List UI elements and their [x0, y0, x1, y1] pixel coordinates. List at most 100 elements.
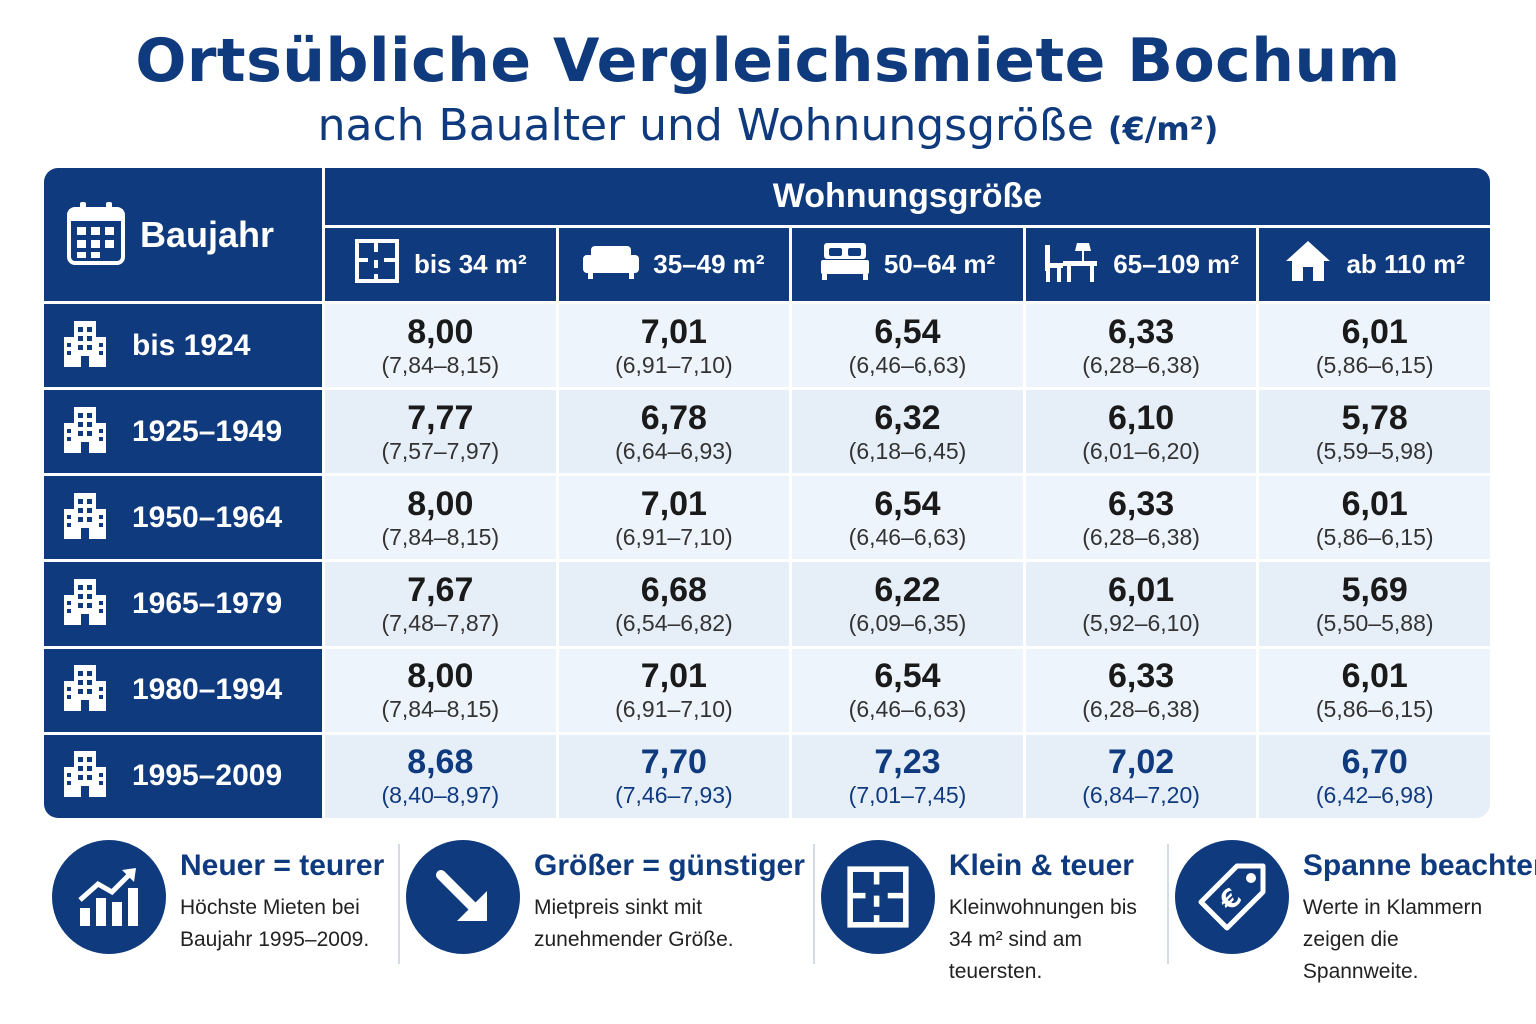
tip-body: Werte in Klammern zeigen die Spannweite.	[1302, 896, 1483, 983]
euro-tag-icon: €	[1174, 840, 1289, 954]
cell-range: (5,92–6,10)	[1082, 610, 1200, 637]
cell-range: (6,18–6,45)	[848, 437, 967, 464]
cell-range: (6,28–6,38)	[1082, 351, 1200, 378]
column-header: 65–109 m²	[1025, 228, 1257, 301]
table-cell: 7,70 (7,46–7,93)	[558, 734, 790, 818]
cell-range: (8,40–8,97)	[381, 782, 500, 809]
table-cell: 7,01 (6,91–7,10)	[558, 648, 790, 732]
column-header: ab 110 m²	[1259, 228, 1490, 301]
cell-value: 6,33	[1108, 484, 1175, 523]
row-header: 1995–2009	[44, 734, 322, 818]
growth-chart-icon	[52, 840, 166, 954]
column-header-label: bis 34 m²	[413, 249, 527, 279]
table-cell: 6,01 (5,86–6,15)	[1259, 648, 1490, 732]
cell-value: 5,69	[1341, 571, 1408, 610]
table-cell: 8,00 (7,84–8,15)	[325, 304, 556, 388]
corner-label: Baujahr	[140, 213, 275, 255]
table-cell: 7,23 (7,01–7,45)	[792, 734, 1023, 818]
cell-range: (6,91–7,10)	[615, 696, 733, 723]
building-icon	[62, 405, 108, 459]
cell-range: (5,86–6,15)	[1315, 696, 1434, 723]
bed-icon	[820, 241, 870, 288]
group-header: Wohnungsgröße	[325, 168, 1490, 225]
cell-value: 6,01	[1341, 312, 1408, 351]
table-cell: 6,10 (6,01–6,20)	[1025, 390, 1257, 474]
cell-range: (7,84–8,15)	[381, 696, 500, 723]
cell-value: 6,01	[1108, 571, 1175, 610]
cell-value: 6,10	[1108, 398, 1175, 437]
column-header: 35–49 m²	[558, 228, 790, 301]
floorplan-icon	[354, 238, 400, 291]
cell-value: 6,01	[1341, 484, 1408, 523]
table-cell: 6,33 (6,28–6,38)	[1025, 476, 1257, 560]
row-header-label: 1995–2009	[132, 759, 283, 793]
cell-range: (6,46–6,63)	[848, 351, 967, 378]
cell-range: (6,01–6,20)	[1082, 437, 1200, 464]
cell-range: (5,86–6,15)	[1315, 523, 1434, 550]
cell-value: 8,68	[407, 743, 474, 782]
cell-value: 7,23	[874, 743, 941, 782]
row-header-label: 1925–1949	[132, 414, 283, 448]
tip-item: Neuer = teurer Höchste Mieten bei Baujahr…	[44, 840, 398, 970]
tip-title: Spanne beachten	[1302, 849, 1536, 882]
cell-value: 6,32	[874, 398, 941, 437]
cell-value: 6,01	[1341, 657, 1408, 696]
cell-range: (7,84–8,15)	[381, 351, 500, 378]
row-header-label: 1980–1994	[132, 673, 283, 707]
tip-title: Klein & teuer	[948, 849, 1134, 882]
calendar-icon	[66, 200, 126, 270]
table-cell: 6,54 (6,46–6,63)	[792, 476, 1023, 560]
table-cell: 6,01 (5,92–6,10)	[1025, 562, 1257, 646]
page-title: Ortsübliche Vergleichsmiete Bochum	[135, 26, 1401, 96]
floorplan-icon	[820, 840, 935, 954]
building-icon	[62, 319, 108, 373]
cell-value: 6,54	[874, 484, 941, 523]
cell-range: (6,91–7,10)	[615, 523, 733, 550]
table-cell: 6,32 (6,18–6,45)	[792, 390, 1023, 474]
table-cell: 8,00 (7,84–8,15)	[325, 648, 556, 732]
cell-value: 7,67	[407, 571, 474, 610]
cell-range: (7,01–7,45)	[848, 782, 967, 809]
column-header-label: 35–49 m²	[653, 249, 765, 279]
cell-value: 7,01	[640, 657, 707, 696]
building-icon	[62, 491, 108, 545]
tip-text: Größer = günstiger Mietpreis sinkt mit zu…	[534, 840, 805, 956]
page-subtitle: nach Baualter und Wohnungsgröße (€/m²)	[0, 98, 1536, 157]
cell-value: 8,00	[407, 484, 474, 523]
cell-value: 7,01	[640, 312, 707, 351]
cell-range: (6,46–6,63)	[848, 523, 967, 550]
cell-range: (7,84–8,15)	[381, 523, 500, 550]
tip-title: Neuer = teurer	[180, 849, 385, 882]
cell-value: 6,68	[640, 571, 707, 610]
cell-range: (7,57–7,97)	[381, 437, 500, 464]
building-icon	[62, 577, 108, 631]
cell-value: 7,02	[1108, 743, 1175, 782]
table-cell: 5,69 (5,50–5,88)	[1259, 562, 1490, 646]
cell-range: (6,28–6,38)	[1082, 523, 1200, 550]
cell-value: 5,78	[1341, 398, 1408, 437]
column-header-label: 65–109 m²	[1113, 249, 1239, 279]
tip-title: Größer = günstiger	[534, 849, 805, 882]
tip-text: Spanne beachten Werte in Klammern zeigen …	[1303, 840, 1536, 988]
cell-range: (6,54–6,82)	[615, 610, 733, 637]
row-header: bis 1924	[44, 304, 322, 388]
rent-table-grid: Baujahr Wohnungsgröße bis 34 m² 35–49 m² 5…	[44, 168, 1490, 818]
unit-label: (€/m²)	[1107, 110, 1219, 148]
cell-value: 8,00	[407, 312, 474, 351]
sofa-icon	[583, 242, 640, 287]
cell-value: 6,33	[1108, 657, 1175, 696]
house-icon	[1284, 239, 1332, 290]
row-header-label: bis 1924	[132, 328, 251, 362]
column-header: 50–64 m²	[792, 228, 1023, 301]
row-header: 1925–1949	[44, 390, 322, 474]
desk-chair-icon	[1043, 239, 1099, 290]
table-cell: 6,78 (6,64–6,93)	[558, 390, 790, 474]
cell-value: 7,77	[407, 398, 474, 437]
cell-range: (6,28–6,38)	[1082, 696, 1200, 723]
tips-footer: Neuer = teurer Höchste Mieten bei Baujahr…	[44, 840, 1536, 983]
cell-value: 6,78	[640, 398, 707, 437]
cell-value: 7,70	[640, 743, 707, 782]
column-header-label: 50–64 m²	[883, 249, 996, 279]
cell-range: (6,42–6,98)	[1315, 782, 1434, 809]
row-header: 1965–1979	[44, 562, 322, 646]
